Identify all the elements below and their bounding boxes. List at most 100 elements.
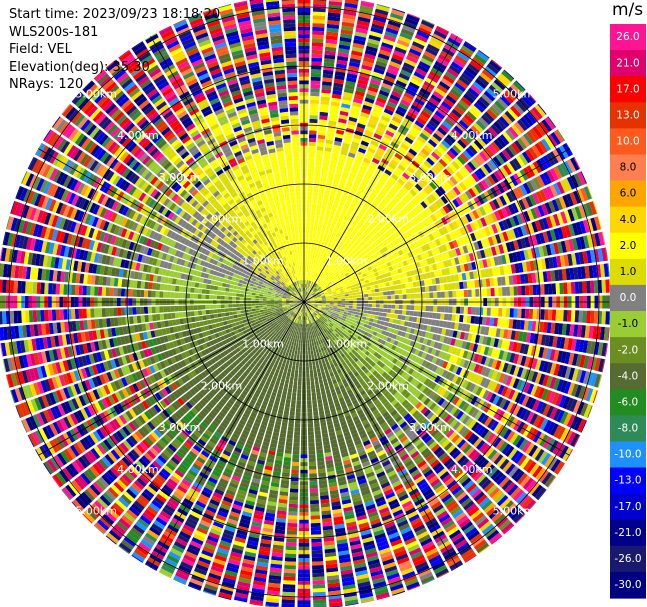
- ppi-gate: [296, 354, 300, 359]
- ppi-gate: [315, 284, 319, 288]
- ppi-gate: [329, 163, 337, 169]
- ppi-gate: [367, 307, 372, 311]
- ppi-gate: [333, 302, 338, 305]
- ppi-gate: [352, 292, 357, 296]
- ppi-gate: [385, 230, 392, 237]
- ppi-gate: [397, 314, 402, 320]
- ppi-gate: [318, 188, 325, 194]
- ppi-gate: [338, 118, 347, 124]
- ppi-gate: [380, 175, 388, 183]
- ppi-gate: [327, 222, 332, 227]
- ppi-gate: [364, 242, 371, 248]
- ppi-gate: [335, 168, 343, 174]
- ppi-gate: [310, 290, 313, 294]
- ppi-gate: [309, 107, 319, 112]
- ppi-gate: [601, 311, 606, 325]
- ppi-gate: [433, 29, 447, 40]
- ppi-gate: [318, 127, 327, 132]
- ppi-gate: [305, 291, 307, 296]
- ppi-gate: [306, 366, 309, 371]
- ppi-gate: [321, 169, 328, 175]
- ppi-gate: [410, 305, 415, 311]
- ppi-gate: [361, 238, 368, 245]
- ppi-gate: [337, 244, 343, 249]
- ppi-gate: [413, 311, 418, 317]
- ppi-gate: [329, 0, 343, 3]
- ppi-gate: [307, 346, 311, 351]
- ppi-gate: [338, 48, 350, 54]
- ppi-gate: [310, 99, 319, 104]
- ppi-gate: [394, 83, 405, 92]
- ppi-gate: [471, 172, 480, 183]
- ppi-gate: [404, 231, 411, 238]
- ppi-gate: [289, 500, 298, 505]
- ppi-gate: [360, 303, 365, 307]
- ppi-gate: [423, 198, 431, 207]
- ppi-gate: [573, 156, 581, 170]
- ppi-gate: [345, 200, 351, 206]
- ppi-gate: [322, 280, 326, 284]
- ppi-gate: [375, 296, 380, 300]
- ppi-gate: [306, 233, 309, 238]
- ppi-gate: [311, 269, 314, 274]
- ppi-gate: [392, 184, 401, 192]
- ppi-gate: [364, 97, 375, 104]
- ppi-gate: [362, 284, 367, 288]
- ppi-gate: [499, 94, 512, 107]
- ppi-gate: [381, 137, 391, 144]
- ppi-gate: [366, 217, 373, 224]
- ppi-gate: [323, 217, 329, 222]
- ppi-gate: [471, 186, 480, 196]
- ppi-gate: [326, 273, 330, 278]
- ppi-gate: [334, 196, 341, 202]
- ppi-gate: [318, 282, 322, 286]
- ppi-gate: [374, 262, 380, 268]
- ppi-gate: [290, 480, 299, 486]
- ppi-gate: [420, 148, 430, 157]
- ppi-gate: [350, 239, 356, 245]
- ppi-gate: [425, 47, 438, 57]
- ppi-gate: [309, 342, 312, 347]
- ppi-gate: [353, 35, 367, 42]
- ppi-gate: [300, 350, 303, 355]
- ppi-gate: [314, 219, 319, 224]
- ppi-gate: [309, 234, 313, 239]
- ppi-gate: [336, 274, 342, 279]
- ppi-gate: [389, 313, 395, 319]
- ppi-gate: [403, 21, 417, 30]
- ppi-gate: [358, 220, 364, 227]
- ppi-gate: [423, 126, 434, 135]
- ppi-gate: [371, 201, 378, 209]
- ppi-gate: [306, 335, 309, 340]
- ppi-gate: [356, 303, 361, 307]
- ppi-gate: [462, 179, 471, 189]
- ppi-gate: [327, 202, 333, 208]
- ppi-gate: [481, 93, 493, 105]
- ppi-gate: [322, 287, 327, 291]
- ppi-gate: [340, 246, 346, 251]
- ppi-gate: [526, 130, 537, 143]
- ppi-gate: [348, 242, 353, 248]
- ppi-gate: [316, 271, 320, 276]
- ppi-gate: [375, 60, 388, 68]
- ppi-gate: [305, 256, 308, 261]
- ppi-gate: [341, 256, 346, 261]
- ppi-gate: [345, 127, 355, 134]
- ppi-gate: [357, 271, 362, 276]
- ppi-gate: [307, 180, 313, 185]
- ppi-gate: [307, 412, 313, 417]
- ppi-gate: [310, 346, 313, 351]
- ppi-gate: [359, 241, 365, 247]
- ppi-gate: [322, 275, 326, 280]
- ppi-gate: [396, 105, 407, 114]
- ppi-gate: [384, 169, 392, 176]
- ppi-gate: [501, 70, 514, 82]
- ppi-gate: [382, 111, 392, 119]
- ppi-gate: [351, 141, 360, 148]
- ppi-gate: [305, 296, 309, 300]
- ppi-gate: [374, 8, 389, 16]
- ppi-gate: [309, 488, 319, 493]
- ppi-gate: [570, 281, 576, 294]
- ppi-gate: [387, 255, 393, 261]
- ppi-gate: [339, 272, 345, 277]
